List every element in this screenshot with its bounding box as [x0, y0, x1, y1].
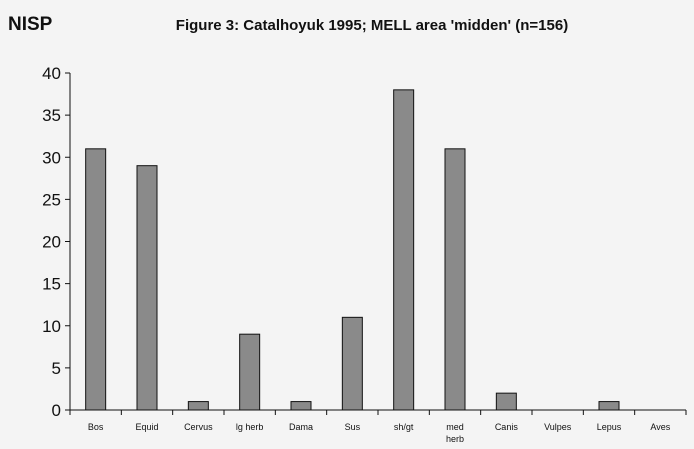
x-tick-label: Bos	[88, 422, 104, 432]
y-tick-label: 5	[52, 359, 61, 378]
x-tick-label: Lepus	[597, 422, 622, 432]
x-tick-label: sh/gt	[394, 422, 414, 432]
y-axis-label: NISP	[8, 14, 53, 35]
y-tick-label: 40	[42, 64, 61, 83]
bar	[444, 148, 466, 411]
x-tick-label: med herb	[446, 422, 464, 444]
bar	[495, 392, 517, 411]
bar	[239, 333, 261, 411]
y-axis: 0 5 10 15 20 25 30 35 40	[42, 64, 71, 420]
x-tick-label: Cervus	[184, 422, 213, 432]
x-tick-label: lg herb	[236, 422, 264, 432]
y-tick-label: 0	[52, 401, 61, 420]
bar	[136, 165, 158, 411]
bars	[85, 89, 620, 411]
y-tick-label: 10	[42, 317, 61, 336]
x-axis: Bos Equid Cervus lg herb Dama Sus sh/gt med herb…	[69, 409, 687, 444]
x-tick-label: Aves	[650, 422, 670, 432]
bar	[393, 89, 415, 411]
x-tick-label: Vulpes	[544, 422, 572, 432]
bar	[290, 401, 312, 411]
bar	[341, 316, 363, 411]
y-tick-label: 15	[42, 275, 61, 294]
y-tick-label: 35	[42, 106, 61, 125]
chart-title: Figure 3: Catalhoyuk 1995; MELL area 'mi…	[176, 17, 568, 34]
x-tick-label: Sus	[345, 422, 361, 432]
x-tick-label: Canis	[495, 422, 519, 432]
x-tick-label: Equid	[135, 422, 158, 432]
bar	[85, 148, 107, 411]
y-tick-label: 30	[42, 148, 61, 167]
x-tick-label: Dama	[289, 422, 313, 432]
bar	[598, 401, 620, 411]
y-tick-label: 25	[42, 190, 61, 209]
bar	[187, 401, 209, 411]
y-tick-label: 20	[42, 233, 61, 252]
